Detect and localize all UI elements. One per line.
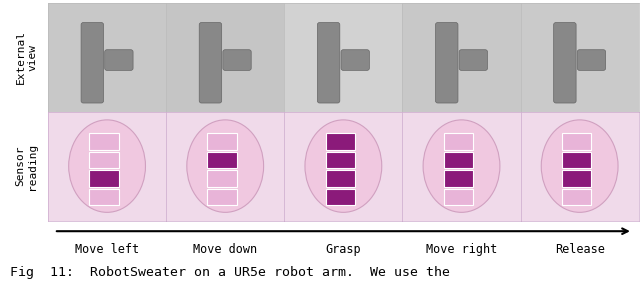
FancyBboxPatch shape <box>223 50 252 70</box>
Text: Move right: Move right <box>426 243 497 256</box>
Bar <box>326 133 355 150</box>
FancyBboxPatch shape <box>577 50 605 70</box>
Bar <box>326 171 355 187</box>
Text: Fig  11:  RobotSweater on a UR5e robot arm.  We use the: Fig 11: RobotSweater on a UR5e robot arm… <box>10 266 450 279</box>
Bar <box>207 171 237 187</box>
Text: Sensor
reading: Sensor reading <box>15 143 37 190</box>
Text: Grasp: Grasp <box>326 243 361 256</box>
FancyBboxPatch shape <box>199 23 221 103</box>
Text: External
view: External view <box>15 30 37 84</box>
FancyBboxPatch shape <box>81 23 104 103</box>
Bar <box>444 171 474 187</box>
Bar <box>207 133 237 150</box>
Ellipse shape <box>541 120 618 212</box>
Bar <box>444 189 474 205</box>
Bar <box>326 189 355 205</box>
Ellipse shape <box>305 120 381 212</box>
Bar <box>562 133 591 150</box>
Ellipse shape <box>68 120 145 212</box>
Text: Release: Release <box>555 243 605 256</box>
Bar <box>562 189 591 205</box>
FancyBboxPatch shape <box>341 50 369 70</box>
FancyBboxPatch shape <box>554 23 576 103</box>
Bar <box>326 152 355 168</box>
FancyBboxPatch shape <box>435 23 458 103</box>
Text: Move left: Move left <box>75 243 139 256</box>
Ellipse shape <box>423 120 500 212</box>
FancyBboxPatch shape <box>105 50 133 70</box>
Bar <box>90 152 119 168</box>
Bar <box>90 171 119 187</box>
FancyBboxPatch shape <box>317 23 340 103</box>
Text: Move down: Move down <box>193 243 257 256</box>
Bar <box>207 189 237 205</box>
FancyBboxPatch shape <box>459 50 488 70</box>
Bar <box>562 152 591 168</box>
Bar <box>444 152 474 168</box>
Bar <box>207 152 237 168</box>
Bar <box>90 189 119 205</box>
Bar <box>444 133 474 150</box>
Bar <box>562 171 591 187</box>
Ellipse shape <box>187 120 264 212</box>
Bar <box>90 133 119 150</box>
